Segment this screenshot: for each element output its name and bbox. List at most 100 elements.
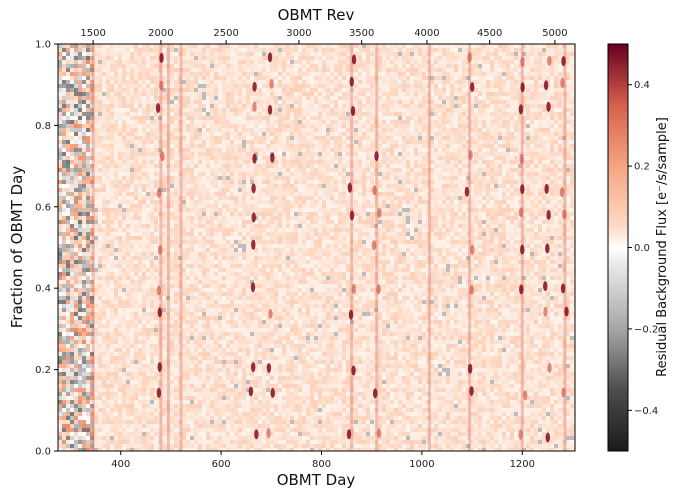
heatmap-cell	[210, 340, 214, 344]
heatmap-cell	[142, 88, 146, 92]
heatmap-cell	[142, 444, 146, 448]
heatmap-cell	[190, 372, 194, 376]
heatmap-cell	[170, 168, 174, 172]
heatmap-cell	[206, 272, 210, 276]
heatmap-cell	[126, 100, 130, 104]
heatmap-cell	[202, 264, 206, 268]
heatmap-cell	[126, 76, 130, 80]
heatmap-cell	[126, 124, 130, 128]
heatmap-cell	[66, 444, 70, 448]
heatmap-cell	[178, 308, 182, 312]
heatmap-cell	[134, 60, 138, 64]
heatmap-cell	[238, 100, 242, 104]
heatmap-cell	[250, 180, 254, 184]
heatmap-cell	[106, 412, 110, 416]
heatmap-cell	[202, 112, 206, 116]
heatmap-cell	[142, 96, 146, 100]
heatmap-cell	[106, 136, 110, 140]
heatmap-cell	[238, 212, 242, 216]
heatmap-cell	[194, 404, 198, 408]
heatmap-cell	[246, 432, 250, 436]
heatmap-cell	[90, 376, 94, 380]
heatmap-cell	[150, 208, 154, 212]
heatmap-cell	[174, 276, 178, 280]
heatmap-cell	[162, 72, 166, 76]
heatmap-cell	[238, 140, 242, 144]
heatmap-cell	[210, 356, 214, 360]
heatmap-cell	[250, 444, 254, 448]
heatmap-cell	[174, 100, 178, 104]
heatmap-cell	[82, 364, 86, 368]
heatmap-cell	[138, 292, 142, 296]
heatmap-cell	[74, 352, 78, 356]
heatmap-cell	[90, 192, 94, 196]
heatmap-cell	[74, 144, 78, 148]
heatmap-cell	[126, 268, 130, 272]
heatmap-cell	[78, 156, 82, 160]
heatmap-cell	[250, 84, 254, 88]
heatmap-cell	[66, 292, 70, 296]
heatmap-cell	[134, 272, 138, 276]
heatmap-cell	[242, 320, 246, 324]
heatmap-cell	[162, 248, 166, 252]
heatmap-cell	[162, 196, 166, 200]
heatmap-cell	[230, 160, 234, 164]
heatmap-cell	[118, 388, 122, 392]
heatmap-cell	[222, 220, 226, 224]
heatmap-cell	[78, 96, 82, 100]
heatmap-cell	[58, 84, 62, 88]
heatmap-cell	[198, 428, 202, 432]
heatmap-cell	[162, 352, 166, 356]
heatmap-cell	[98, 396, 102, 400]
heatmap-cell	[90, 176, 94, 180]
heatmap-cell	[226, 424, 230, 428]
heatmap-cell	[106, 324, 110, 328]
heatmap-cell	[130, 80, 134, 84]
heatmap-cell	[66, 140, 70, 144]
heatmap-cell	[134, 336, 138, 340]
heatmap-cell	[78, 432, 82, 436]
heatmap-cell	[178, 288, 182, 292]
heatmap-cell	[174, 252, 178, 256]
heatmap-cell	[250, 220, 254, 224]
heatmap-cell	[106, 348, 110, 352]
heatmap-cell	[178, 388, 182, 392]
heatmap-cell	[250, 144, 254, 148]
heatmap-cell	[138, 304, 142, 308]
heatmap-cell	[142, 132, 146, 136]
heatmap-cell	[226, 228, 230, 232]
heatmap-cell	[174, 292, 178, 296]
heatmap-cell	[218, 400, 222, 404]
heatmap-cell	[102, 364, 106, 368]
heatmap-cell	[102, 308, 106, 312]
heatmap-cell	[90, 288, 94, 292]
heatmap-cell	[246, 88, 250, 92]
heatmap-cell	[222, 364, 226, 368]
heatmap-cell	[186, 348, 190, 352]
heatmap-cell	[90, 180, 94, 184]
heatmap-cell	[142, 104, 146, 108]
heatmap-cell	[210, 92, 214, 96]
heatmap-cell	[222, 76, 226, 80]
heatmap-cell	[166, 392, 170, 396]
heatmap-cell	[194, 232, 198, 236]
heatmap-cell	[158, 384, 162, 388]
heatmap-cell	[78, 252, 82, 256]
heatmap-cell	[182, 296, 186, 300]
heatmap-cell	[70, 52, 74, 56]
heatmap-cell	[154, 48, 158, 52]
heatmap-cell	[158, 344, 162, 348]
heatmap-cell	[94, 380, 98, 384]
heatmap-cell	[114, 168, 118, 172]
heatmap-cell	[178, 152, 182, 156]
heatmap-cell	[118, 252, 122, 256]
heatmap-cell	[82, 316, 86, 320]
heatmap-cell	[230, 292, 234, 296]
heatmap-cell	[210, 192, 214, 196]
heatmap-cell	[226, 400, 230, 404]
heatmap-cell	[222, 128, 226, 132]
heatmap-cell	[106, 364, 110, 368]
heatmap-cell	[210, 224, 214, 228]
heatmap-cell	[70, 152, 74, 156]
heatmap-cell	[194, 44, 198, 48]
